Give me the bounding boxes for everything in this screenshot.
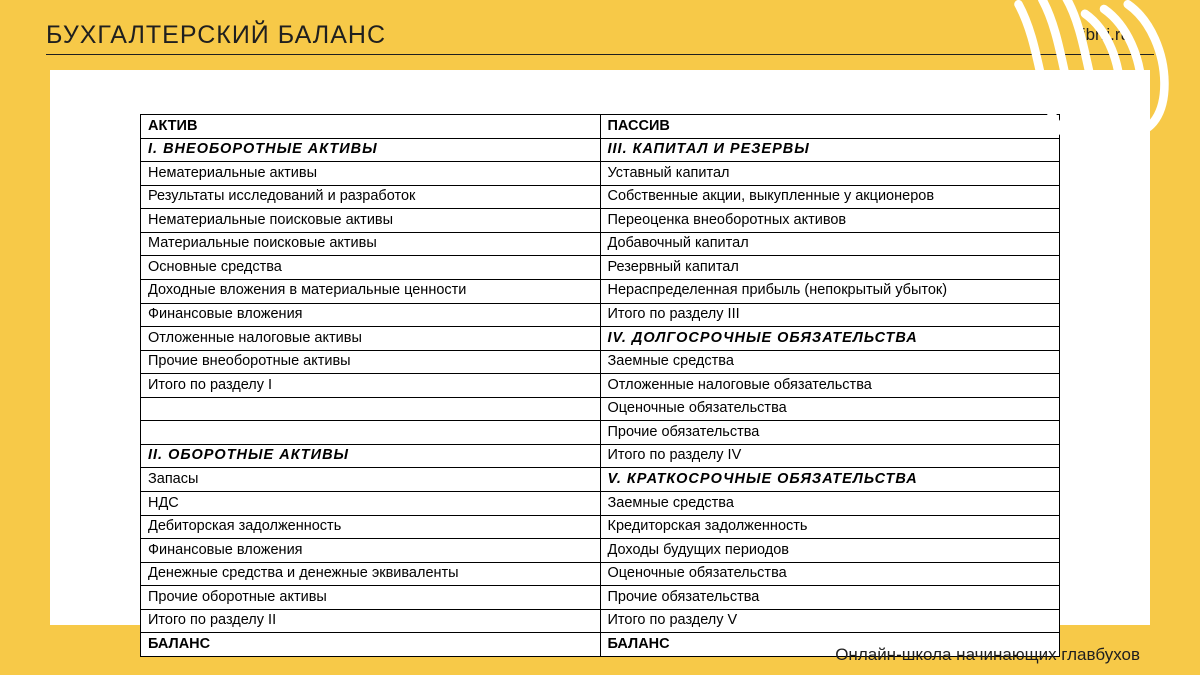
table-cell: Итого по разделу I: [141, 374, 601, 398]
content-panel: АКТИВПАССИВI. ВНЕОБОРОТНЫЕ АКТИВЫIII. КА…: [80, 90, 1120, 605]
table-row: Отложенные налоговые активыIV. ДОЛГОСРОЧ…: [141, 327, 1060, 351]
table-cell: Прочие оборотные активы: [141, 586, 601, 610]
table-row: Дебиторская задолженностьКредиторская за…: [141, 515, 1060, 539]
table-cell: Итого по разделу III: [600, 303, 1060, 327]
balance-table: АКТИВПАССИВI. ВНЕОБОРОТНЫЕ АКТИВЫIII. КА…: [140, 114, 1060, 657]
table-cell: Финансовые вложения: [141, 303, 601, 327]
table-cell: V. КРАТКОСРОЧНЫЕ ОБЯЗАТЕЛЬСТВА: [600, 468, 1060, 492]
table-cell: Дебиторская задолженность: [141, 515, 601, 539]
table-row: Прочие обязательства: [141, 421, 1060, 445]
table-row: Основные средстваРезервный капитал: [141, 256, 1060, 280]
frame-left: [0, 0, 50, 675]
table-cell: НДС: [141, 492, 601, 516]
table-cell: Переоценка внеоборотных активов: [600, 209, 1060, 233]
table-cell: Нераспределенная прибыль (непокрытый убы…: [600, 279, 1060, 303]
table-cell: ПАССИВ: [600, 115, 1060, 139]
table-row: Финансовые вложенияИтого по разделу III: [141, 303, 1060, 327]
table-cell: Прочие обязательства: [600, 586, 1060, 610]
table-row: ЗапасыV. КРАТКОСРОЧНЫЕ ОБЯЗАТЕЛЬСТВА: [141, 468, 1060, 492]
table-cell: Резервный капитал: [600, 256, 1060, 280]
footer-text: Онлайн-школа начинающих главбухов: [835, 645, 1140, 665]
table-row: Результаты исследований и разработокСобс…: [141, 185, 1060, 209]
table-cell: Оценочные обязательства: [600, 397, 1060, 421]
brand-label: librri.ru: [1078, 25, 1130, 45]
table-cell: Заемные средства: [600, 492, 1060, 516]
table-cell: Нематериальные поисковые активы: [141, 209, 601, 233]
table-row: Итого по разделу IIИтого по разделу V: [141, 609, 1060, 633]
table-cell: Уставный капитал: [600, 162, 1060, 186]
table-row: Итого по разделу IОтложенные налоговые о…: [141, 374, 1060, 398]
table-cell: Итого по разделу IV: [600, 444, 1060, 468]
table-row: Прочие оборотные активыПрочие обязательс…: [141, 586, 1060, 610]
table-cell: Итого по разделу V: [600, 609, 1060, 633]
title-underline: [46, 54, 1154, 55]
header: БУХГАЛТЕРСКИЙ БАЛАНС librri.ru: [0, 0, 1200, 70]
table-cell: Финансовые вложения: [141, 539, 601, 563]
table-cell: Итого по разделу II: [141, 609, 601, 633]
table-cell: АКТИВ: [141, 115, 601, 139]
table-row: Денежные средства и денежные эквиваленты…: [141, 562, 1060, 586]
table-cell: Добавочный капитал: [600, 232, 1060, 256]
table-cell: [141, 421, 601, 445]
table-row: Нематериальные поисковые активыПереоценк…: [141, 209, 1060, 233]
table-cell: [141, 397, 601, 421]
table-cell: III. КАПИТАЛ И РЕЗЕРВЫ: [600, 138, 1060, 162]
table-row: I. ВНЕОБОРОТНЫЕ АКТИВЫIII. КАПИТАЛ И РЕЗ…: [141, 138, 1060, 162]
table-row: Нематериальные активыУставный капитал: [141, 162, 1060, 186]
table-cell: Прочие обязательства: [600, 421, 1060, 445]
table-cell: Доходные вложения в материальные ценност…: [141, 279, 601, 303]
table-cell: Денежные средства и денежные эквиваленты: [141, 562, 601, 586]
table-cell: Основные средства: [141, 256, 601, 280]
table-row: НДСЗаемные средства: [141, 492, 1060, 516]
table-row: Финансовые вложенияДоходы будущих период…: [141, 539, 1060, 563]
table-row: Прочие внеоборотные активыЗаемные средст…: [141, 350, 1060, 374]
table-cell: Запасы: [141, 468, 601, 492]
table-cell: Отложенные налоговые обязательства: [600, 374, 1060, 398]
table-cell: IV. ДОЛГОСРОЧНЫЕ ОБЯЗАТЕЛЬСТВА: [600, 327, 1060, 351]
table-cell: Доходы будущих периодов: [600, 539, 1060, 563]
table-cell: Нематериальные активы: [141, 162, 601, 186]
table-cell: БАЛАНС: [141, 633, 601, 657]
table-cell: Результаты исследований и разработок: [141, 185, 601, 209]
table-row: Материальные поисковые активыДобавочный …: [141, 232, 1060, 256]
table-cell: Материальные поисковые активы: [141, 232, 601, 256]
table-cell: Заемные средства: [600, 350, 1060, 374]
table-cell: Прочие внеоборотные активы: [141, 350, 601, 374]
frame-right: [1150, 0, 1200, 675]
table-cell: Кредиторская задолженность: [600, 515, 1060, 539]
table-cell: Собственные акции, выкупленные у акционе…: [600, 185, 1060, 209]
table-row: Доходные вложения в материальные ценност…: [141, 279, 1060, 303]
table-row: II. ОБОРОТНЫЕ АКТИВЫИтого по разделу IV: [141, 444, 1060, 468]
table-cell: Отложенные налоговые активы: [141, 327, 601, 351]
table-cell: II. ОБОРОТНЫЕ АКТИВЫ: [141, 444, 601, 468]
page-title: БУХГАЛТЕРСКИЙ БАЛАНС: [46, 21, 386, 50]
table-cell: I. ВНЕОБОРОТНЫЕ АКТИВЫ: [141, 138, 601, 162]
table-cell: Оценочные обязательства: [600, 562, 1060, 586]
table-row: Оценочные обязательства: [141, 397, 1060, 421]
table-row: АКТИВПАССИВ: [141, 115, 1060, 139]
